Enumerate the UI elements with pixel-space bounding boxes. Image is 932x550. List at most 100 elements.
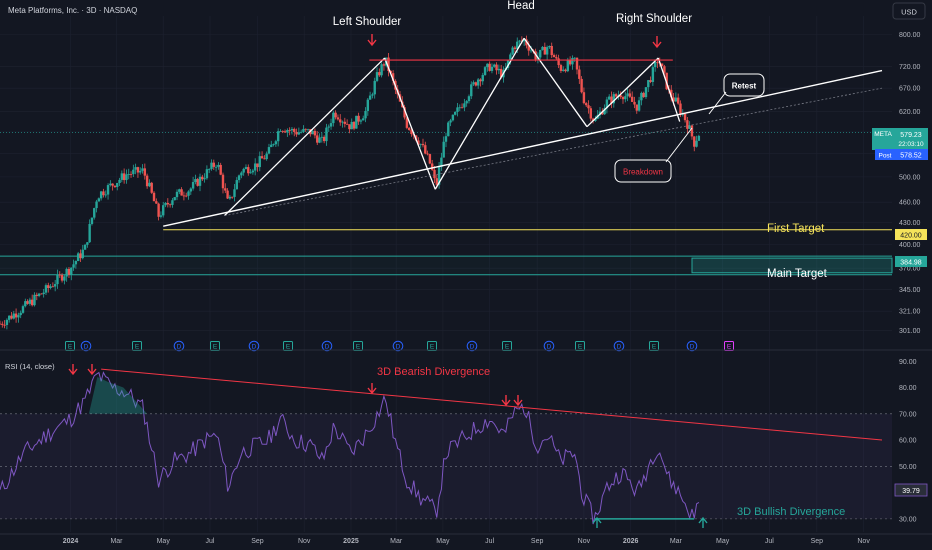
bearish-divergence-label: 3D Bearish Divergence xyxy=(377,366,490,378)
candle-body xyxy=(352,121,356,129)
candle-body xyxy=(621,97,625,100)
candle-body xyxy=(311,130,314,135)
candle-body xyxy=(30,299,34,306)
event-marker-label: D xyxy=(325,344,330,351)
candle-body xyxy=(276,131,280,142)
post-label-text: Post xyxy=(878,153,891,160)
candle-body xyxy=(97,198,101,202)
pattern-lines xyxy=(163,34,883,227)
pattern-leg xyxy=(384,57,436,190)
event-marker-label: D xyxy=(252,344,257,351)
candle-body xyxy=(191,182,195,189)
candle-body xyxy=(72,264,75,268)
candle-body xyxy=(626,93,629,97)
candle-body xyxy=(355,115,358,129)
candle-body xyxy=(237,175,241,181)
candle-body xyxy=(568,60,572,65)
candle-body xyxy=(518,40,521,42)
candle-body xyxy=(619,95,622,98)
time-tick-label: Jul xyxy=(485,538,494,545)
countdown-text: 22:03:10 xyxy=(898,141,924,148)
event-marker-label: D xyxy=(690,344,695,351)
currency-label: USD xyxy=(901,8,917,17)
candle-body xyxy=(148,182,151,187)
rsi-value-badge xyxy=(894,483,928,497)
candle-body xyxy=(288,130,291,131)
candle-body xyxy=(79,253,82,259)
bearish-arrow xyxy=(367,383,377,395)
candle-body xyxy=(562,69,565,71)
meta-price-badge xyxy=(894,128,928,150)
currency-button[interactable] xyxy=(892,2,926,20)
candle-body xyxy=(290,128,294,131)
time-tick-label: Nov xyxy=(298,538,311,545)
candle-body xyxy=(286,130,289,133)
candle-body xyxy=(180,189,183,196)
candle-body xyxy=(185,195,188,197)
post-price-badge xyxy=(895,149,928,160)
candle-body xyxy=(555,57,558,59)
candle-body xyxy=(637,100,641,111)
candle-body xyxy=(640,92,643,101)
bearish-arrow xyxy=(501,395,511,407)
time-tick-label: Mar xyxy=(670,538,683,545)
event-marker-label: E xyxy=(430,344,435,351)
candle-body xyxy=(150,182,153,193)
breakdown-callout: Breakdown xyxy=(614,127,693,183)
candle-body xyxy=(428,154,432,164)
price-tick-label: 345.00 xyxy=(899,287,921,294)
candle-body xyxy=(405,117,409,128)
event-marker-label: E xyxy=(213,344,218,351)
retest-label: Retest xyxy=(732,82,757,91)
target-zones xyxy=(0,131,893,276)
candle-body xyxy=(228,196,232,199)
candle-body xyxy=(345,123,349,125)
candle-body xyxy=(488,63,491,71)
candle-body xyxy=(447,122,450,137)
candle-body xyxy=(564,69,567,72)
dividend-marker xyxy=(392,340,404,352)
candle-body xyxy=(433,169,436,179)
candle-body xyxy=(28,299,32,304)
candle-body xyxy=(357,115,360,122)
candle-body xyxy=(582,92,586,104)
time-tick-label: 2024 xyxy=(63,538,79,545)
candle-body xyxy=(5,319,9,326)
event-marker-label: E xyxy=(505,344,510,351)
event-marker-label: D xyxy=(84,344,89,351)
candle-body xyxy=(642,92,645,98)
candle-body xyxy=(426,153,429,155)
candle-body xyxy=(203,178,206,180)
candle-body xyxy=(430,163,434,170)
bearish-arrow xyxy=(68,364,78,376)
candle-body xyxy=(24,301,27,307)
bearish-arrow xyxy=(513,395,523,407)
candle-body xyxy=(258,156,261,168)
candle-body xyxy=(299,131,303,133)
price-tick-label: 720.00 xyxy=(899,64,921,71)
time-tick-label: May xyxy=(436,538,450,545)
candle-body xyxy=(219,164,222,175)
candle-body xyxy=(387,57,390,72)
price-tick-label: 460.00 xyxy=(899,200,921,207)
candle-body xyxy=(212,162,215,167)
candle-body xyxy=(472,82,475,85)
retest-pointer xyxy=(708,91,727,115)
candle-body xyxy=(545,47,549,55)
price-tick-label: 620.00 xyxy=(899,109,921,116)
candle-body xyxy=(341,121,344,123)
candle-body xyxy=(162,205,165,216)
candle-body xyxy=(679,103,682,115)
candle-body xyxy=(42,292,45,295)
candle-body xyxy=(207,168,211,170)
dividend-marker xyxy=(466,340,478,352)
down-arrow xyxy=(652,36,662,49)
meta-symbol-badge xyxy=(872,128,894,150)
candle-body xyxy=(125,174,128,181)
candle-body xyxy=(481,75,484,82)
time-tick-label: Sep xyxy=(251,538,264,545)
breakdown-box xyxy=(614,159,672,183)
candle-body xyxy=(580,78,583,93)
candle-body xyxy=(470,84,473,97)
candle-body xyxy=(274,141,278,145)
